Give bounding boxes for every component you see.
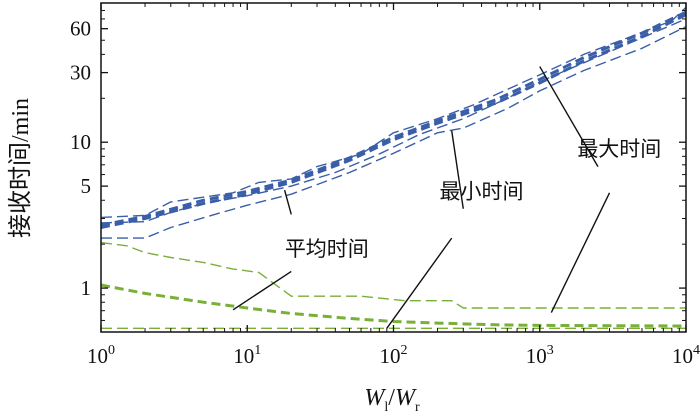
x-label-main: W (364, 385, 386, 411)
series-line-blue-4 (100, 18, 687, 224)
x-axis-label: Wl/Wr (364, 385, 420, 415)
annotation-leader-line (451, 130, 464, 209)
series-line-green-7 (100, 283, 687, 328)
annotation-leader-line (539, 66, 599, 167)
plot-frame (100, 2, 687, 333)
annotation-leader-line (386, 237, 453, 329)
x-label-sub2: r (415, 400, 420, 415)
x-tick-base: 10 (380, 344, 401, 368)
x-tick-label: 104 (672, 343, 700, 368)
y-tick-label: 5 (81, 174, 92, 198)
x-tick-base: 10 (672, 344, 693, 368)
x-label-main2: W (395, 385, 417, 411)
annotation-leader-line (550, 192, 611, 313)
series-line-green-6 (100, 241, 686, 309)
x-tick-exp: 1 (254, 343, 261, 358)
y-tick-label: 1 (81, 276, 92, 300)
series-line-blue-1 (100, 13, 687, 229)
x-tick-label: 100 (87, 343, 115, 368)
x-label-sub1: l (384, 400, 388, 415)
annotation-leader-line (232, 270, 292, 311)
x-tick-exp: 3 (547, 343, 554, 358)
x-tick-base: 10 (526, 344, 547, 368)
x-tick-label: 103 (526, 343, 554, 368)
annotation-label: 最小时间 (440, 179, 524, 203)
x-tick-label: 102 (380, 343, 408, 368)
annotation-label: 平均时间 (285, 237, 369, 261)
annotation-leader-line (283, 189, 292, 215)
y-tick-label: 30 (70, 61, 91, 85)
series-layer (100, 6, 687, 329)
x-tick-label: 101 (233, 343, 261, 368)
x-label-sep: / (388, 385, 395, 411)
y-tick-label: 60 (70, 17, 91, 41)
series-line-blue-2 (100, 10, 687, 227)
series-line-blue-3 (100, 6, 687, 219)
x-tick-exp: 2 (401, 343, 408, 358)
y-axis-label: 接收时间/min (7, 98, 34, 238)
x-tick-base: 10 (87, 344, 108, 368)
annotation-layer: 平均时间 最小时间 最大时间 (232, 66, 661, 329)
x-tick-exp: 4 (693, 343, 700, 358)
x-tick-base: 10 (233, 344, 254, 368)
y-tick-label: 10 (70, 130, 91, 154)
series-line-blue-5 (101, 25, 687, 239)
x-tick-exp: 0 (108, 343, 115, 358)
annotation-label: 最大时间 (577, 137, 661, 161)
